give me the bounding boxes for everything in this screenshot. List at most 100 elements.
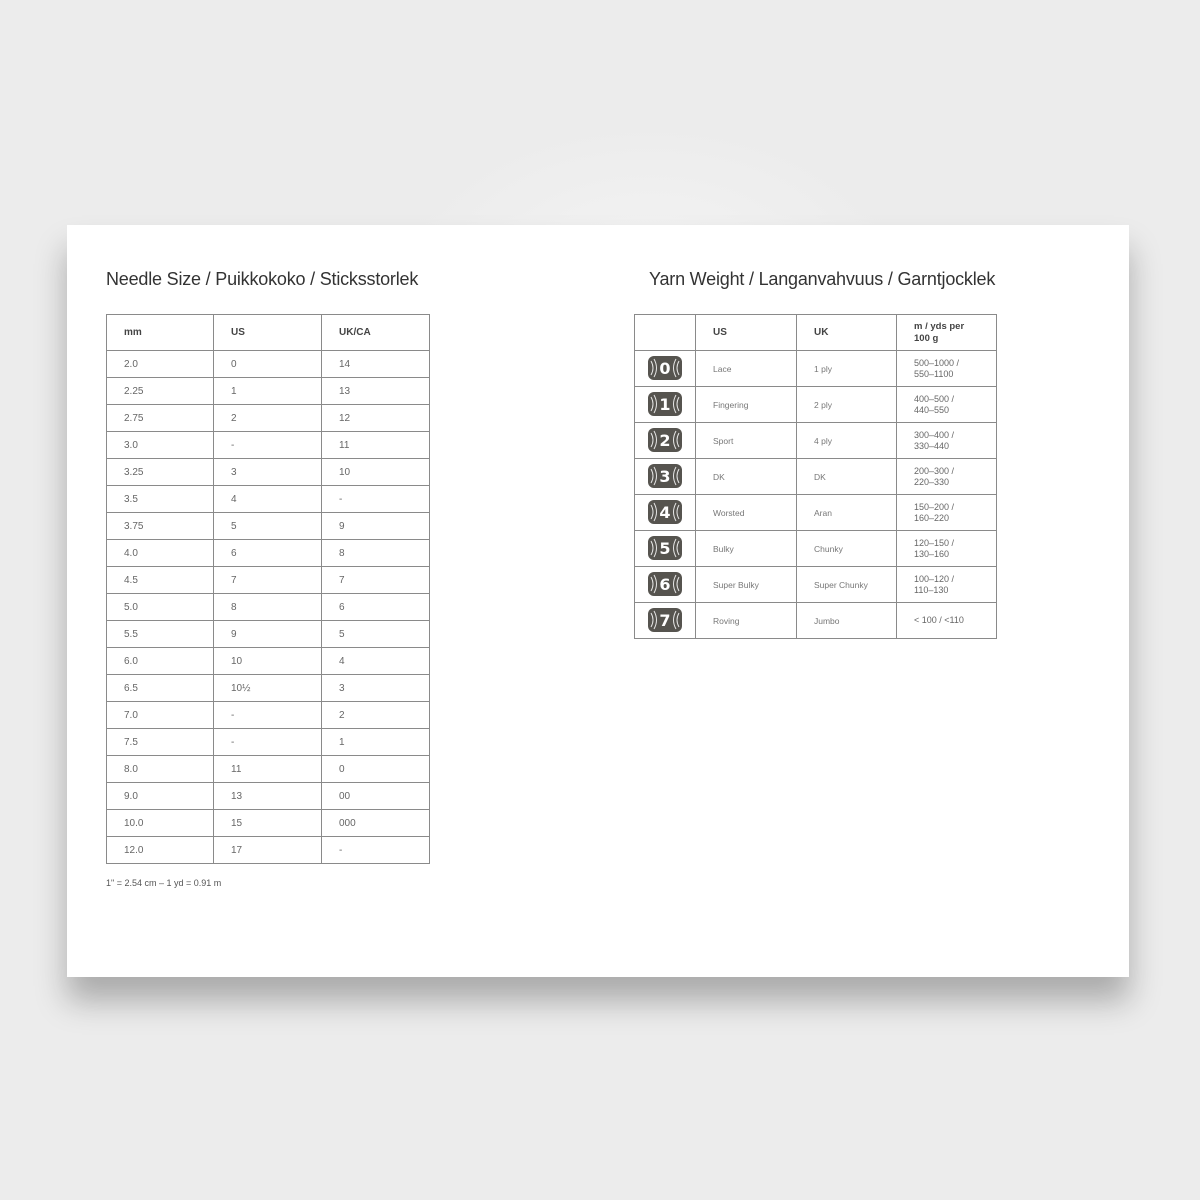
cell-us: Sport [695, 422, 797, 459]
column-header [634, 314, 696, 351]
weight-symbol-cell: 4 [634, 494, 696, 531]
weight-symbol-cell: 6 [634, 566, 696, 603]
table-row: 0 Lace 1 ply 500–1000 /550–1100 [634, 350, 997, 387]
cell-us: 1 [213, 377, 322, 405]
yarn-skein-icon: 4 [648, 499, 682, 524]
yards: 160–220 [914, 512, 950, 523]
cell-mm: 12.0 [106, 836, 214, 864]
cell-uk-ca: 2 [321, 701, 430, 729]
table-row: 1 Fingering 2 ply 400–500 /440–550 [634, 386, 997, 423]
meters: < 100 / <110 [914, 615, 964, 625]
cell-meters-yards: 500–1000 /550–1100 [896, 350, 997, 387]
cell-mm: 2.75 [106, 404, 214, 432]
cell-us: 10 [213, 647, 322, 675]
cell-uk-ca: 00 [321, 782, 430, 810]
weight-symbol-cell: 7 [634, 602, 696, 639]
column-header: US [695, 314, 797, 351]
weight-number: 3 [659, 467, 670, 486]
cell-mm: 2.0 [106, 350, 214, 378]
cell-uk-ca: 9 [321, 512, 430, 540]
table-row: 5.5 9 5 [106, 620, 430, 648]
yarn-skein-icon: 3 [648, 463, 682, 488]
cell-uk-ca: 7 [321, 566, 430, 594]
table-row: 6.0 10 4 [106, 647, 430, 675]
cell-us: - [213, 431, 322, 459]
cell-us: 5 [213, 512, 322, 540]
weight-symbol-cell: 0 [634, 350, 696, 387]
weight-symbol-cell: 2 [634, 422, 696, 459]
cell-mm: 7.0 [106, 701, 214, 729]
cell-mm: 9.0 [106, 782, 214, 810]
needle-size-title: Needle Size / Puikkokoko / Sticksstorlek [106, 269, 419, 289]
cell-mm: 2.25 [106, 377, 214, 405]
cell-meters-yards: 100–120 /110–130 [896, 566, 997, 603]
cell-us: Super Bulky [695, 566, 797, 603]
cell-us: - [213, 728, 322, 756]
cell-mm: 7.5 [106, 728, 214, 756]
weight-number: 2 [659, 431, 670, 450]
cell-us: 10½ [213, 674, 322, 702]
cell-us: 17 [213, 836, 322, 864]
weight-symbol-cell: 1 [634, 386, 696, 423]
table-row: 3.5 4- [106, 485, 430, 513]
table-row: 2.0 0 14 [106, 350, 430, 378]
yarn-skein-icon: 6 [648, 571, 682, 596]
yarn-skein-icon: 7 [648, 607, 682, 632]
cell-us: 7 [213, 566, 322, 594]
cell-mm: 5.5 [106, 620, 214, 648]
cell-uk: Jumbo [796, 602, 897, 639]
yarn-skein-icon: 0 [648, 355, 682, 380]
cell-meters-yards: 120–150 /130–160 [896, 530, 997, 567]
cell-meters-yards: 300–400 /330–440 [896, 422, 997, 459]
cell-us: 6 [213, 539, 322, 567]
meters: 300–400 / [914, 429, 955, 440]
table-row: 9.0 13 00 [106, 782, 430, 810]
cell-uk-ca: 10 [321, 458, 430, 486]
column-header: UK/CA [321, 314, 430, 351]
weight-symbol-cell: 3 [634, 458, 696, 495]
cell-mm: 4.0 [106, 539, 214, 567]
cell-us: 3 [213, 458, 322, 486]
meters: 200–300 / [914, 465, 955, 476]
table-row: 2.25 1 13 [106, 377, 430, 405]
column-header: UK [796, 314, 897, 351]
cell-uk: Super Chunky [796, 566, 897, 603]
cell-uk-ca: 11 [321, 431, 430, 459]
cell-mm: 5.0 [106, 593, 214, 621]
table-row: 10.0 15 000 [106, 809, 430, 837]
yarn-skein-icon: 2 [648, 427, 682, 452]
column-header-text: m / yds per 100 g [914, 320, 965, 344]
cell-mm: 4.5 [106, 566, 214, 594]
column-header: m / yds per 100 g [896, 314, 997, 351]
cell-uk-ca: 14 [321, 350, 430, 378]
weight-number: 0 [659, 359, 670, 378]
cell-uk-ca: 12 [321, 404, 430, 432]
cell-uk-ca: 3 [321, 674, 430, 702]
yards: 330–440 [914, 440, 950, 451]
cell-uk-ca: 13 [321, 377, 430, 405]
cell-mm: 8.0 [106, 755, 214, 783]
cell-us: DK [695, 458, 797, 495]
cell-meters-yards: 200–300 /220–330 [896, 458, 997, 495]
meters: 120–150 / [914, 537, 955, 548]
table-header-row: US UK m / yds per 100 g [634, 314, 997, 351]
cell-us: - [213, 701, 322, 729]
table-row: 2.75 2 12 [106, 404, 430, 432]
table-row: 8.0 11 0 [106, 755, 430, 783]
meters: 500–1000 / [914, 357, 960, 368]
meters: 150–200 / [914, 501, 955, 512]
weight-symbol-cell: 5 [634, 530, 696, 567]
table-row: 4 Worsted Aran 150–200 /160–220 [634, 494, 997, 531]
cell-meters-yards: 400–500 /440–550 [896, 386, 997, 423]
cell-uk: 1 ply [796, 350, 897, 387]
cell-mm: 3.25 [106, 458, 214, 486]
cell-mm: 3.75 [106, 512, 214, 540]
yarn-weight-title: Yarn Weight / Langanvahvuus / Garntjockl… [649, 269, 996, 289]
table-row: 5 Bulky Chunky 120–150 /130–160 [634, 530, 997, 567]
cell-us: 0 [213, 350, 322, 378]
yards: 440–550 [914, 404, 950, 415]
needle-size-table: mm US UK/CA 2.0 0 14 2.25 1 13 2.75 2 12 3.0-11 3.… [106, 314, 430, 864]
table-row: 3.0-11 [106, 431, 430, 459]
table-row: 5.0 8 6 [106, 593, 430, 621]
cell-us: Fingering [695, 386, 797, 423]
